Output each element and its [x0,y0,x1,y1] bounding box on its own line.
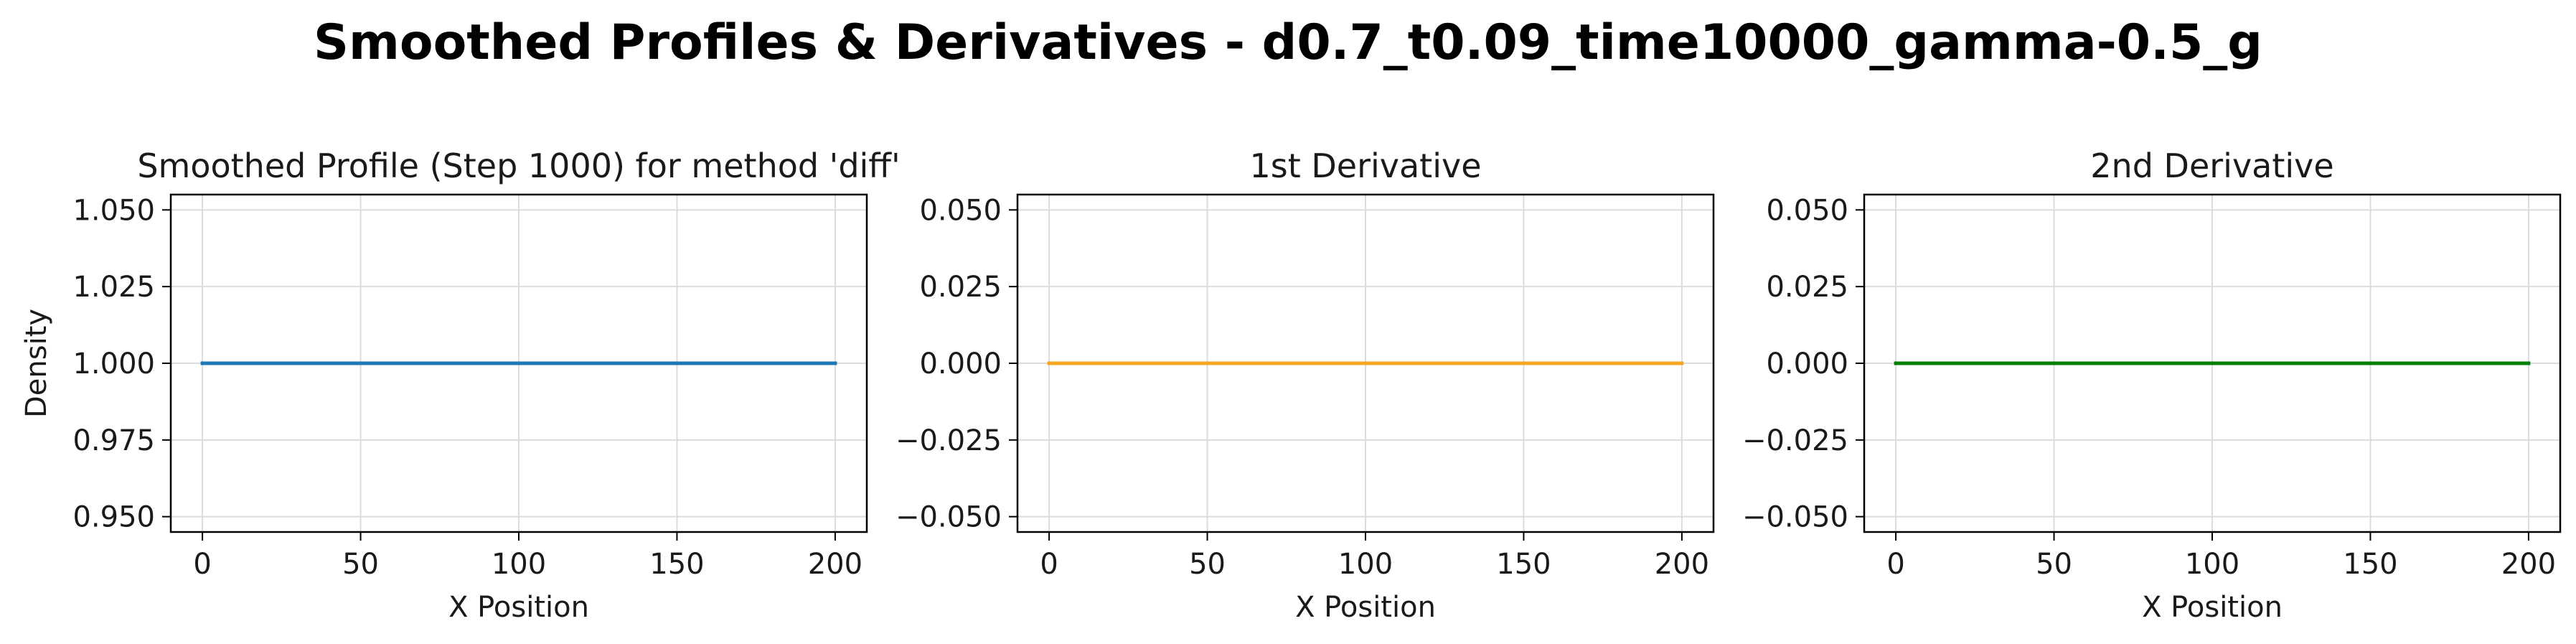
subplot-1-y-tick-label: 1.050 [72,194,155,227]
subplot-3-title: 2nd Derivative [2090,146,2333,185]
subplot-2-y-tick-label: −0.025 [896,424,1002,457]
subplot-2-y-tick-label: 0.050 [919,194,1002,227]
subplot-1-x-tick-label: 0 [193,548,211,581]
subplot-3-y-tick-label: 0.025 [1766,271,1848,304]
subplot-1-x-tick-label: 200 [808,548,862,581]
subplot-3-x-tick-label: 50 [2036,548,2072,581]
subplot-3-y-tick-label: −0.050 [1742,501,1848,534]
subplot-1-y-tick-label: 1.025 [72,271,155,304]
subplot-2-title: 1st Derivative [1249,146,1481,185]
figure-suptitle: Smoothed Profiles & Derivatives - d0.7_t… [314,14,2262,71]
subplot-1: 0 50 100 150 200 0.950 0.975 1.000 1.025 1.050 Smo… [20,146,901,624]
subplot-1-x-tick-label: 100 [492,548,546,581]
subplot-3-y-tick-label: 0.000 [1766,347,1848,381]
subplot-1-x-tick-label: 50 [342,548,379,581]
subplot-1-x-axis-label: X Position [448,591,589,624]
subplot-2-x-tick-label: 0 [1040,548,1058,581]
subplot-2-x-tick-label: 100 [1338,548,1393,581]
subplot-2-x-tick-label: 50 [1189,548,1226,581]
subplot-1-x-tick-label: 150 [649,548,704,581]
subplot-3-x-tick-label: 0 [1886,548,1904,581]
subplot-3-x-axis-label: X Position [2142,591,2283,624]
subplot-2-y-tick-label: 0.025 [919,271,1002,304]
subplot-3-y-tick-label: −0.025 [1742,424,1848,457]
subplot-3: 0 50 100 150 200 −0.050 −0.025 0.000 0.025 0.050 2… [1742,146,2562,624]
subplot-3-x-tick-label: 200 [2501,548,2556,581]
subplot-1-y-tick-label: 0.950 [72,501,155,534]
subplot-2-x-tick-label: 150 [1496,548,1551,581]
subplot-3-x-tick-label: 100 [2185,548,2239,581]
subplot-3-y-tick-label: 0.050 [1766,194,1848,227]
subplot-2-x-tick-label: 200 [1655,548,1709,581]
subplot-1-y-tick-label: 0.975 [72,424,155,457]
subplot-1-title: Smoothed Profile (Step 1000) for method … [137,146,900,185]
subplot-2-y-tick-label: −0.050 [896,501,1002,534]
subplot-2: 0 50 100 150 200 −0.050 −0.025 0.000 0.025 0.050 1… [896,146,1715,624]
subplot-2-x-axis-label: X Position [1295,591,1436,624]
subplot-1-y-axis-label: Density [20,309,53,418]
subplot-3-x-tick-label: 150 [2343,548,2397,581]
subplot-1-y-tick-label: 1.000 [72,347,155,381]
subplot-2-y-tick-label: 0.000 [919,347,1002,381]
